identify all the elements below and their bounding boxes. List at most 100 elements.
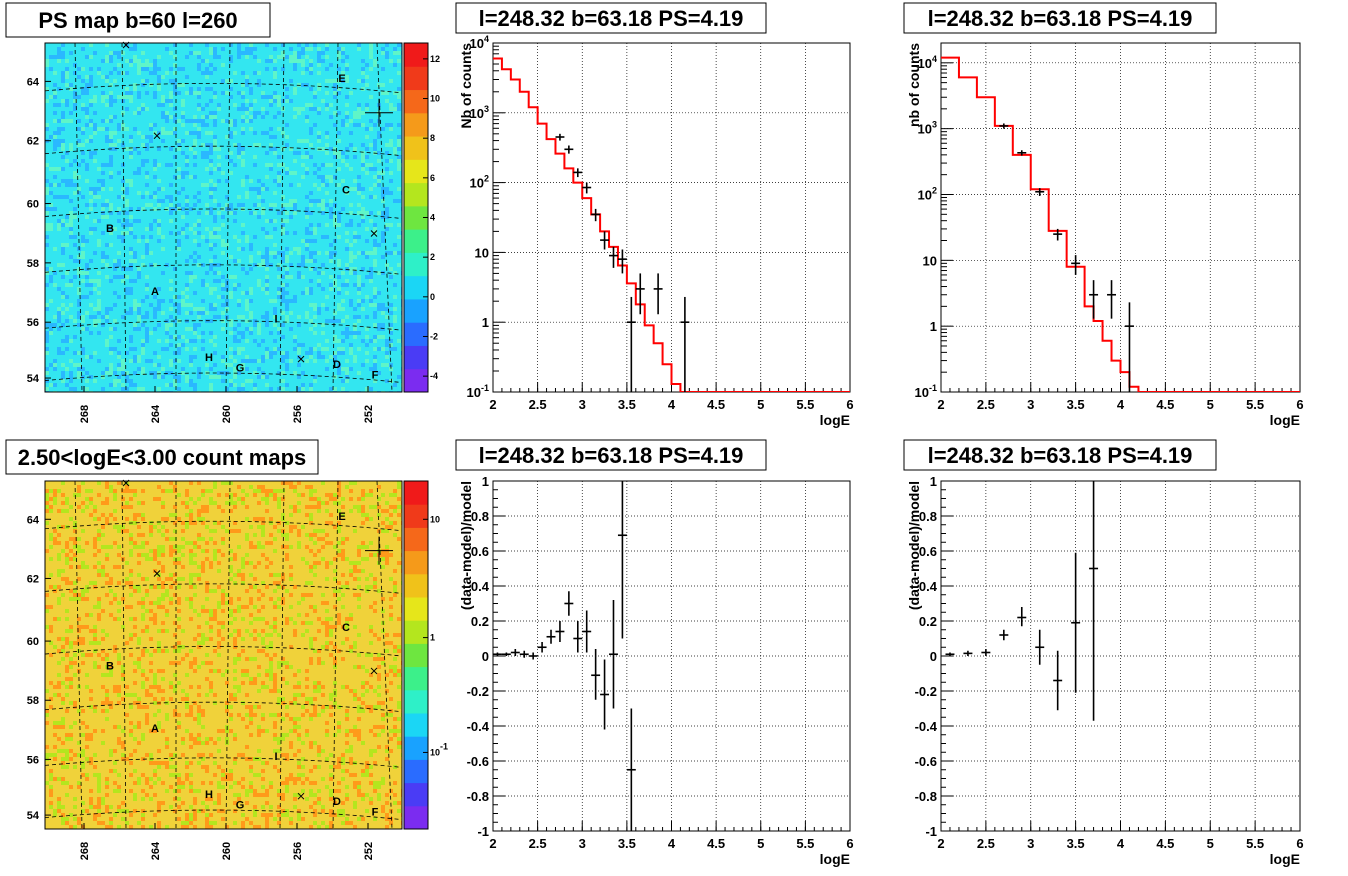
map-pixel bbox=[185, 705, 189, 709]
map-pixel bbox=[145, 311, 149, 315]
map-pixel bbox=[109, 825, 113, 829]
map-pixel bbox=[81, 375, 85, 379]
map-pixel bbox=[85, 55, 89, 59]
map-pixel bbox=[353, 625, 357, 629]
map-pixel bbox=[105, 339, 109, 343]
map-pixel bbox=[213, 557, 217, 561]
map-pixel bbox=[249, 613, 253, 617]
map-pixel bbox=[345, 279, 349, 283]
map-pixel bbox=[53, 147, 57, 151]
map-pixel bbox=[133, 737, 137, 741]
map-pixel bbox=[97, 299, 101, 303]
map-pixel bbox=[261, 533, 265, 537]
map-pixel bbox=[325, 629, 329, 633]
map-pixel bbox=[97, 517, 101, 521]
map-pixel bbox=[229, 633, 233, 637]
map-pixel bbox=[193, 657, 197, 661]
map-pixel bbox=[133, 219, 137, 223]
map-pixel bbox=[97, 773, 101, 777]
map-pixel bbox=[317, 71, 321, 75]
map-pixel bbox=[277, 263, 281, 267]
map-pixel bbox=[213, 529, 217, 533]
map-pixel bbox=[313, 347, 317, 351]
map-pixel bbox=[73, 319, 77, 323]
map-pixel bbox=[137, 545, 141, 549]
map-pixel bbox=[285, 363, 289, 367]
colorbar-segment bbox=[404, 597, 428, 621]
map-pixel bbox=[177, 561, 181, 565]
map-pixel bbox=[257, 673, 261, 677]
map-pixel bbox=[45, 271, 49, 275]
map-pixel bbox=[361, 493, 365, 497]
map-pixel bbox=[145, 227, 149, 231]
map-pixel bbox=[141, 629, 145, 633]
map-pixel bbox=[361, 123, 365, 127]
map-pixel bbox=[73, 159, 77, 163]
map-pixel bbox=[177, 375, 181, 379]
map-pixel bbox=[305, 207, 309, 211]
map-pixel bbox=[237, 347, 241, 351]
map-pixel bbox=[349, 481, 353, 485]
map-pixel bbox=[89, 83, 93, 87]
map-pixel bbox=[365, 75, 369, 79]
map-pixel bbox=[285, 351, 289, 355]
map-pixel bbox=[381, 51, 385, 55]
map-pixel bbox=[189, 597, 193, 601]
map-pixel bbox=[349, 689, 353, 693]
map-pixel bbox=[361, 817, 365, 821]
map-pixel bbox=[345, 537, 349, 541]
map-pixel bbox=[105, 697, 109, 701]
map-pixel bbox=[149, 251, 153, 255]
map-pixel bbox=[181, 785, 185, 789]
map-pixel bbox=[313, 681, 317, 685]
map-pixel bbox=[277, 127, 281, 131]
map-pixel bbox=[65, 119, 69, 123]
map-pixel bbox=[221, 625, 225, 629]
map-pixel bbox=[261, 91, 265, 95]
map-pixel bbox=[349, 331, 353, 335]
map-pixel bbox=[73, 721, 77, 725]
map-pixel bbox=[269, 533, 273, 537]
map-pixel bbox=[109, 705, 113, 709]
map-pixel bbox=[237, 633, 241, 637]
meridian-line bbox=[121, 481, 127, 829]
map-pixel bbox=[361, 159, 365, 163]
map-pixel bbox=[105, 311, 109, 315]
map-pixel bbox=[89, 497, 93, 501]
map-pixel bbox=[381, 91, 385, 95]
map-pixel bbox=[281, 51, 285, 55]
map-pixel bbox=[229, 159, 233, 163]
map-pixel bbox=[125, 387, 129, 391]
map-pixel bbox=[57, 131, 61, 135]
parallel-line bbox=[45, 701, 402, 713]
map-pixel bbox=[141, 299, 145, 303]
map-pixel bbox=[253, 605, 257, 609]
map-pixel bbox=[97, 641, 101, 645]
map-pixel bbox=[157, 187, 161, 191]
map-pixel bbox=[97, 67, 101, 71]
map-pixel bbox=[353, 123, 357, 127]
map-pixel bbox=[149, 521, 153, 525]
map-pixel bbox=[145, 135, 149, 139]
map-pixel bbox=[205, 693, 209, 697]
map-pixel bbox=[357, 331, 361, 335]
map-pixel bbox=[385, 211, 389, 215]
map-pixel bbox=[225, 299, 229, 303]
map-pixel bbox=[229, 151, 233, 155]
map-pixel bbox=[189, 379, 193, 383]
map-pixel bbox=[217, 569, 221, 573]
map-pixel bbox=[129, 259, 133, 263]
map-pixel bbox=[93, 517, 97, 521]
map-pixel bbox=[381, 271, 385, 275]
map-pixel bbox=[261, 553, 265, 557]
map-pixel bbox=[309, 781, 313, 785]
source-label-D: D bbox=[333, 359, 341, 371]
map-pixel bbox=[317, 561, 321, 565]
map-pixel bbox=[197, 243, 201, 247]
map-pixel bbox=[285, 319, 289, 323]
map-pixel bbox=[329, 115, 333, 119]
map-pixel bbox=[249, 681, 253, 685]
map-pixel bbox=[357, 287, 361, 291]
map-pixel bbox=[81, 801, 85, 805]
map-pixel bbox=[157, 179, 161, 183]
